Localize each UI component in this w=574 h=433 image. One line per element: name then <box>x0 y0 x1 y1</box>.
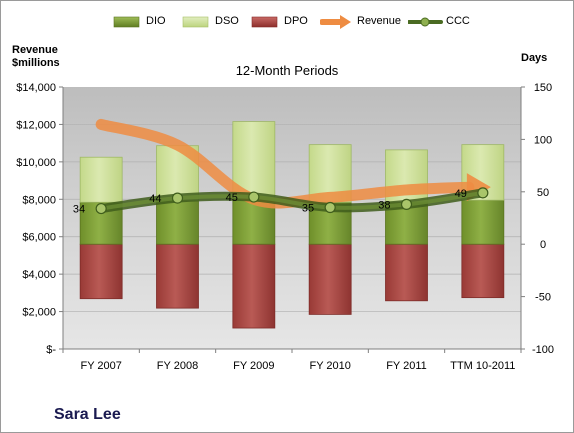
left-tick-label: $- <box>46 344 56 356</box>
bar-dpo <box>79 243 123 300</box>
x-tick-label: FY 2008 <box>157 360 198 372</box>
x-tick-label: TTM 10-2011 <box>450 360 515 372</box>
legend-swatch-dio <box>113 16 140 28</box>
left-tick-label: $8,000 <box>22 194 56 206</box>
ccc-point <box>248 191 260 203</box>
left-tick-label: $4,000 <box>22 269 56 281</box>
left-axis-title: Revenue $millions <box>12 44 60 70</box>
legend-label-ccc: CCC <box>446 15 470 27</box>
bar-dio <box>461 199 505 245</box>
ccc-line-highlight <box>99 190 485 211</box>
bar-dio <box>156 199 199 245</box>
right-tick-label: 50 <box>537 187 549 199</box>
ccc-data-label: 45 <box>226 192 238 204</box>
bar-dso <box>79 156 123 203</box>
left-tick-label: $2,000 <box>22 307 56 319</box>
bar-dpo <box>232 243 276 329</box>
legend: DIO DSO DPO Revenue CCC <box>0 13 574 31</box>
legend-swatch-dso <box>182 16 209 28</box>
ccc-point <box>171 192 184 204</box>
ccc-point <box>400 198 413 210</box>
bar-dpo <box>308 243 352 315</box>
left-axis-title-line1: Revenue <box>12 44 58 56</box>
bar-dpo <box>461 243 505 299</box>
legend-swatch-dpo <box>251 16 278 28</box>
bar-dpo <box>385 243 428 302</box>
ccc-point <box>477 187 489 199</box>
right-tick-label: 150 <box>534 82 552 94</box>
x-tick-label: FY 2011 <box>386 360 427 372</box>
ccc-data-label: 49 <box>455 188 467 200</box>
legend-label-dpo: DPO <box>284 15 308 27</box>
left-axis-title-line2: $millions <box>12 57 60 69</box>
ccc-data-label: 44 <box>149 193 161 205</box>
ccc-data-label: 35 <box>302 203 314 215</box>
company-name: Sara Lee <box>54 406 121 423</box>
left-tick-label: $14,000 <box>16 82 56 94</box>
right-axis-title: Days <box>521 52 548 64</box>
x-tick-label: FY 2007 <box>80 360 121 372</box>
left-tick-label: $10,000 <box>16 157 56 169</box>
legend-line-ccc <box>408 17 443 27</box>
ccc-point <box>95 202 107 215</box>
legend-label-dso: DSO <box>215 15 239 27</box>
x-tick-label: FY 2009 <box>233 360 274 372</box>
chart-title: 12-Month Periods <box>235 63 339 78</box>
ccc-data-label: 34 <box>73 204 85 216</box>
legend-label-revenue: Revenue <box>357 15 402 27</box>
bar-dso <box>232 121 276 199</box>
left-tick-label: $12,000 <box>16 119 56 131</box>
legend-arrow-revenue <box>320 15 351 29</box>
legend-label-dio: DIO <box>146 15 166 27</box>
right-tick-label: -100 <box>532 344 554 356</box>
left-tick-label: $6,000 <box>22 232 56 244</box>
bar-dpo <box>156 243 199 309</box>
ccc-point <box>324 201 336 214</box>
ccc-data-label: 38 <box>378 199 390 211</box>
right-tick-label: -50 <box>535 292 551 304</box>
x-tick-label: FY 2010 <box>309 360 350 372</box>
right-tick-label: 0 <box>540 239 546 251</box>
right-tick-label: 100 <box>534 134 552 146</box>
